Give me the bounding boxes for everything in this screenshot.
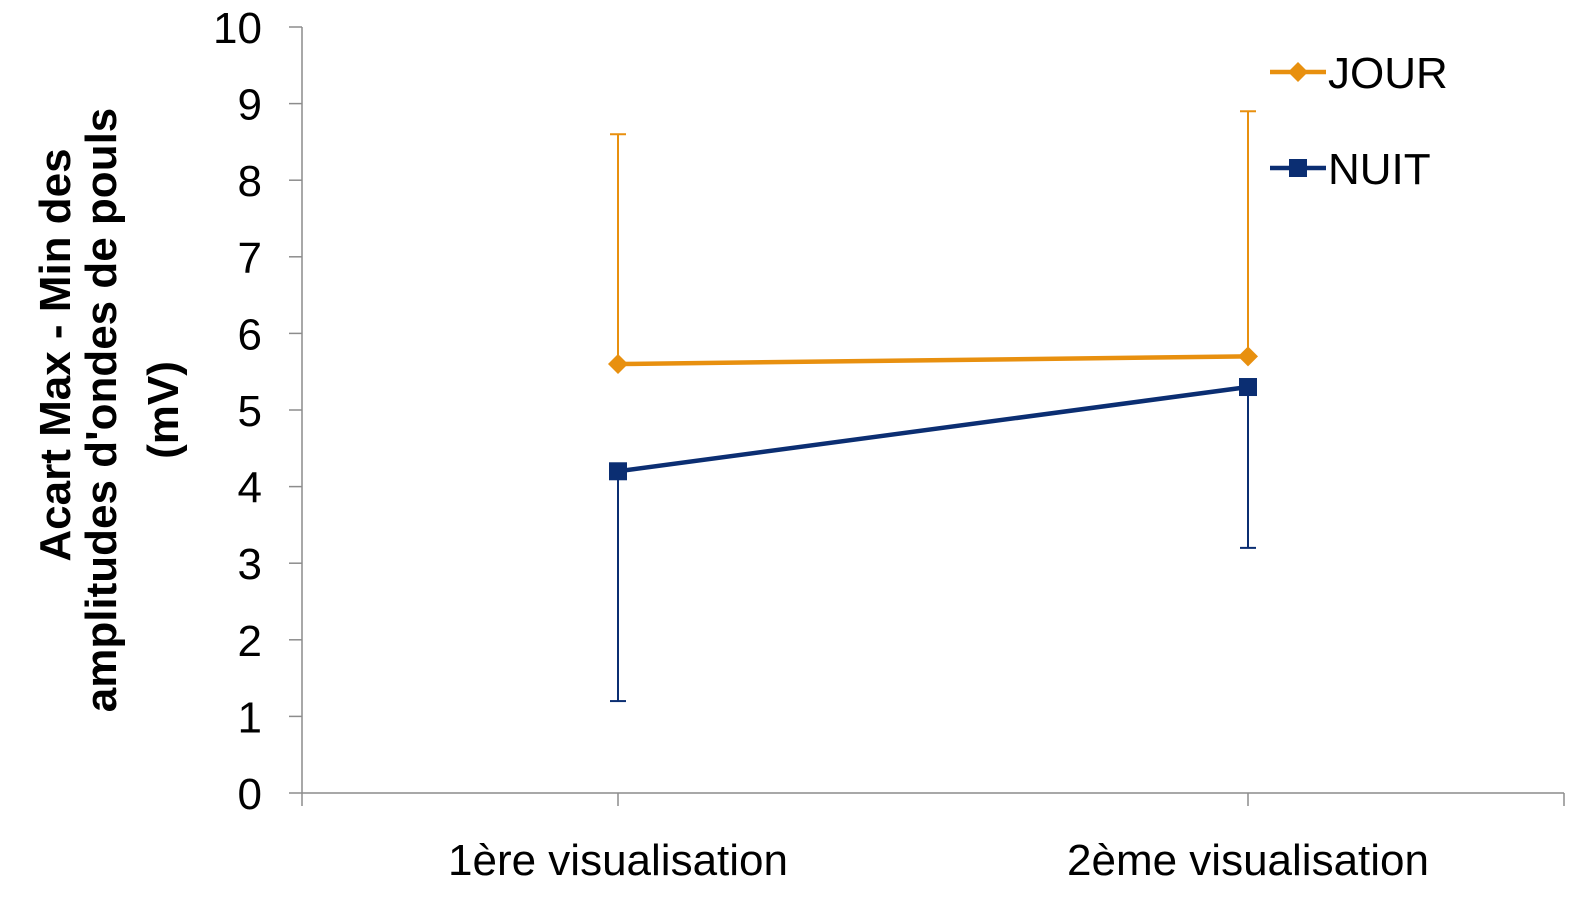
y-axis-title-line-1: Acart Max - Min des xyxy=(31,148,80,561)
y-tick-label: 7 xyxy=(238,234,262,283)
y-tick-label: 8 xyxy=(238,157,262,206)
y-tick-label: 1 xyxy=(238,693,262,742)
y-tick-label: 10 xyxy=(213,4,262,53)
error-bars xyxy=(610,110,1256,703)
series-line-jour xyxy=(617,354,1249,367)
x-tick-label: 1ère visualisation xyxy=(448,836,788,885)
legend-swatch-marker xyxy=(1288,62,1308,82)
y-axis-title: Acart Max - Min des amplitudes d'ondes d… xyxy=(31,108,188,713)
data-point-nuit xyxy=(609,462,627,481)
y-tick-label: 0 xyxy=(238,770,262,819)
y-tick-label: 2 xyxy=(238,617,262,666)
data-point-jour xyxy=(1238,346,1258,367)
y-axis-title-line-2: amplitudes d'ondes de pouls xyxy=(77,108,126,713)
y-tick-label: 4 xyxy=(238,464,262,513)
data-point-nuit xyxy=(1239,378,1257,397)
series-lines xyxy=(617,354,1249,474)
series-markers xyxy=(608,346,1258,481)
y-axis-ticks: 0 1 2 3 4 5 6 7 8 9 10 xyxy=(213,4,302,819)
legend-label: JOUR xyxy=(1328,49,1448,98)
y-axis-title-line-3: (mV) xyxy=(139,361,188,459)
x-tick-label: 2ème visualisation xyxy=(1067,836,1429,885)
y-tick-label: 9 xyxy=(238,81,262,130)
y-tick-label: 5 xyxy=(238,387,262,436)
legend: JOUR NUIT xyxy=(1270,49,1448,194)
legend-swatch-marker xyxy=(1289,159,1307,177)
y-tick-label: 3 xyxy=(238,540,262,589)
y-tick-label: 6 xyxy=(238,310,262,359)
x-axis-ticks: 1ère visualisation 2ème visualisation xyxy=(301,793,1565,885)
legend-label: NUIT xyxy=(1328,145,1431,194)
series-line-nuit xyxy=(617,384,1249,474)
axes xyxy=(301,27,1564,794)
data-point-jour xyxy=(608,354,628,375)
